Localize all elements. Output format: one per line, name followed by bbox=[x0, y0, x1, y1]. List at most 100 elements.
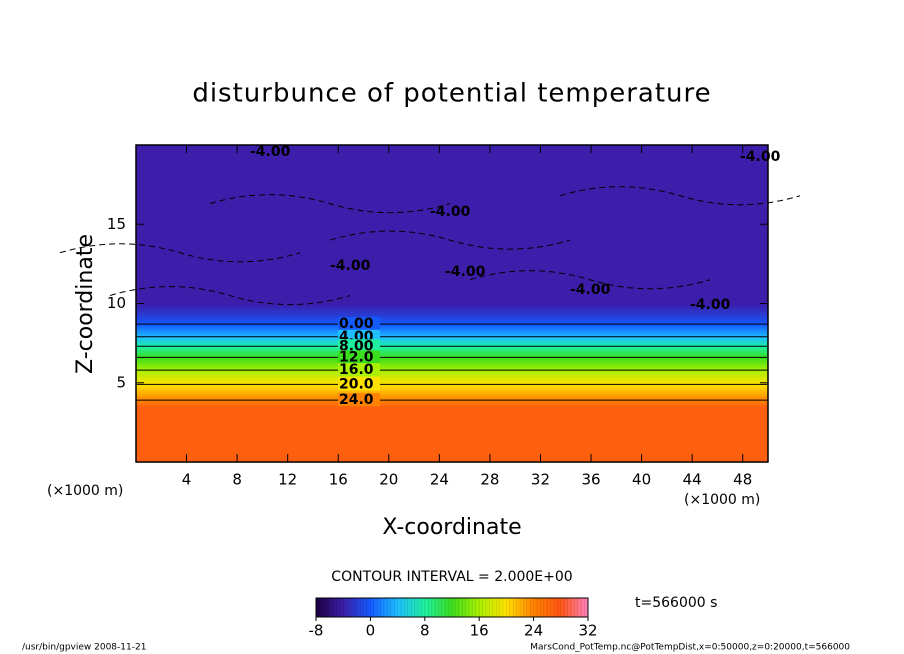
colorbar-cell bbox=[540, 597, 545, 618]
field-band bbox=[136, 366, 768, 369]
field-band bbox=[136, 349, 768, 352]
field-band bbox=[136, 415, 768, 426]
field-band bbox=[136, 365, 768, 368]
field-band bbox=[136, 224, 768, 252]
field-band bbox=[136, 171, 768, 199]
field-band bbox=[136, 401, 768, 403]
colorbar-cell bbox=[468, 597, 473, 618]
colorbar-cell bbox=[329, 597, 334, 618]
colorbar-cell bbox=[509, 597, 514, 618]
field-band bbox=[136, 348, 768, 350]
colorbar-cell bbox=[434, 597, 439, 618]
colorbar-cell bbox=[543, 597, 548, 618]
field-band bbox=[136, 370, 768, 372]
colorbar-cell bbox=[387, 597, 392, 618]
field-band bbox=[136, 336, 768, 339]
colorbar-cell bbox=[349, 597, 354, 618]
colorbar-cell bbox=[448, 597, 453, 618]
x-tick-label: 36 bbox=[581, 471, 600, 489]
colorbar-cell bbox=[411, 597, 416, 618]
colorbar-cell bbox=[319, 597, 324, 618]
colorbar-cell bbox=[353, 597, 358, 618]
field-band bbox=[136, 350, 768, 353]
field-band bbox=[136, 303, 768, 306]
colorbar-cell bbox=[390, 597, 395, 618]
field-band bbox=[136, 343, 768, 345]
y-tick-label: 10 bbox=[107, 294, 126, 312]
field-band bbox=[136, 344, 768, 347]
colorbar-cell bbox=[462, 597, 467, 618]
field-band bbox=[136, 307, 768, 310]
field-band bbox=[136, 331, 768, 334]
contour-label-bg bbox=[338, 363, 380, 377]
field-band bbox=[136, 324, 768, 326]
field-band bbox=[136, 397, 768, 400]
colorbar-cell bbox=[519, 597, 524, 618]
field-band bbox=[136, 314, 768, 317]
field-band bbox=[136, 312, 768, 316]
field-band bbox=[136, 425, 768, 435]
contour-label-bg bbox=[338, 317, 380, 331]
colorbar-tick-label: 24 bbox=[524, 622, 543, 640]
colorbar-tick-label: 8 bbox=[420, 622, 430, 640]
colorbar-cell bbox=[574, 597, 579, 618]
x-tick-label: 16 bbox=[329, 471, 348, 489]
colorbar-cell bbox=[373, 597, 378, 618]
x-tick-label: 48 bbox=[733, 471, 752, 489]
field-band bbox=[136, 406, 768, 417]
colorbar-cell bbox=[485, 597, 490, 618]
field-band bbox=[136, 392, 768, 395]
colorbar-cell bbox=[560, 597, 565, 618]
field-band bbox=[136, 351, 768, 354]
field-band bbox=[136, 327, 768, 329]
colorbar-cell bbox=[465, 597, 470, 618]
colorbar-tick-label: 32 bbox=[578, 622, 597, 640]
colorbar-cell bbox=[530, 597, 535, 618]
chart-title: disturbunce of potential temperature bbox=[192, 79, 711, 109]
colorbar-cell bbox=[397, 597, 402, 618]
negative-contour bbox=[329, 230, 571, 250]
field-band bbox=[136, 250, 768, 278]
colorbar-cell bbox=[322, 597, 327, 618]
contour-label: -4.00 bbox=[330, 258, 371, 274]
field-band bbox=[136, 357, 768, 360]
colorbar-cell bbox=[557, 597, 562, 618]
field-band bbox=[136, 342, 768, 344]
contour-label: 0.00 bbox=[339, 316, 374, 332]
field-band bbox=[136, 374, 768, 377]
colorbar-cell bbox=[339, 597, 344, 618]
time-label: t=566000 s bbox=[635, 595, 717, 611]
colorbar-cell bbox=[564, 597, 569, 618]
field-band bbox=[136, 277, 768, 305]
field-band bbox=[136, 388, 768, 391]
field-band bbox=[136, 385, 768, 388]
field-band bbox=[136, 400, 768, 402]
colorbar-cell bbox=[567, 597, 572, 618]
colorbar-cell bbox=[492, 597, 497, 618]
colorbar-cell bbox=[441, 597, 446, 618]
field-band bbox=[136, 305, 768, 308]
colorbar-cell bbox=[516, 597, 521, 618]
colorbar-cell bbox=[356, 597, 361, 618]
contour-label: 20.0 bbox=[339, 376, 374, 392]
colorbar-cell bbox=[472, 597, 477, 618]
field-band bbox=[136, 377, 768, 379]
field-band bbox=[136, 443, 768, 454]
colorbar-cell bbox=[400, 597, 405, 618]
field-band bbox=[136, 197, 768, 225]
colorbar-cell bbox=[475, 597, 480, 618]
field-band bbox=[136, 380, 768, 383]
x-tick-label: 24 bbox=[430, 471, 449, 489]
contour-label-bg bbox=[338, 339, 380, 353]
field-band bbox=[136, 363, 768, 366]
colorbar-cell bbox=[489, 597, 494, 618]
field-band bbox=[136, 343, 768, 346]
colorbar-cell bbox=[431, 597, 436, 618]
field-band bbox=[136, 309, 768, 312]
footer-right: MarsCond_PotTemp.nc@PotTempDist,x=0:5000… bbox=[530, 643, 850, 653]
negative-contour bbox=[59, 243, 301, 263]
contour-label: -4.00 bbox=[445, 264, 486, 280]
field-band bbox=[136, 316, 768, 319]
contour-label: -4.00 bbox=[690, 297, 731, 313]
